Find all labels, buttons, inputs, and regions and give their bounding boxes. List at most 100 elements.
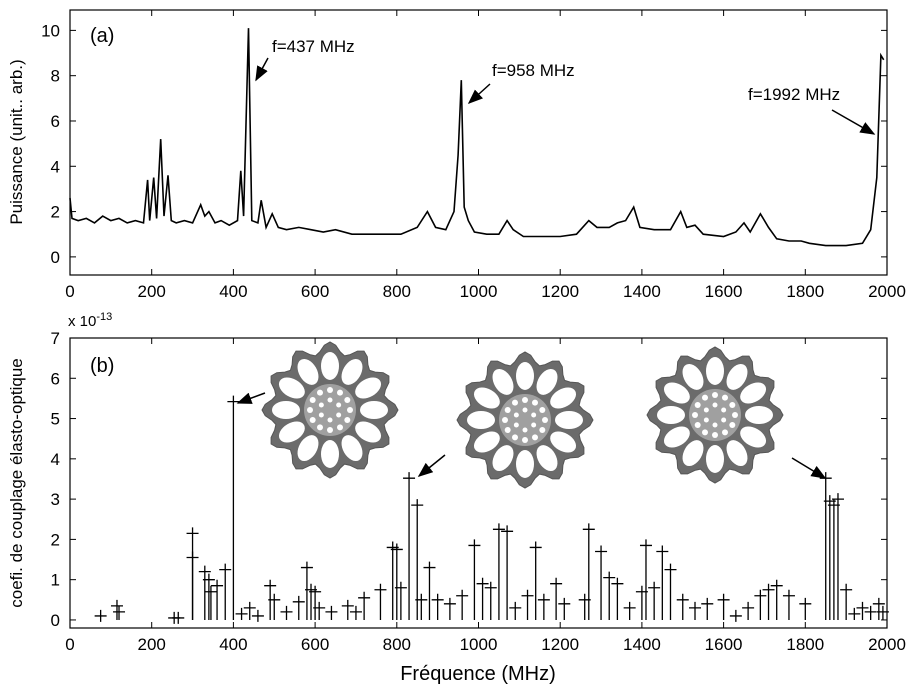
coupling-point xyxy=(782,589,795,620)
coupling-point xyxy=(484,581,497,620)
coupling-point xyxy=(423,561,436,620)
inset-hole xyxy=(721,407,727,413)
inset-hole xyxy=(657,406,685,424)
y-tick-label: 2 xyxy=(51,203,60,222)
inset-hole xyxy=(550,431,577,453)
inset-hole xyxy=(703,417,709,423)
inset-hole xyxy=(473,387,500,409)
inset-hole xyxy=(712,432,718,438)
coupling-point xyxy=(831,493,844,620)
arrow xyxy=(417,454,446,477)
inset-hole xyxy=(682,363,704,390)
coupling-point xyxy=(394,581,407,620)
arrow xyxy=(791,457,827,479)
coupling-point xyxy=(204,585,217,620)
x-tick-label: 200 xyxy=(138,635,166,654)
coupling-point xyxy=(509,601,522,620)
coupling-point xyxy=(689,601,702,620)
coupling-point xyxy=(770,579,783,620)
inset-hole xyxy=(712,402,718,408)
annotation: f=958 MHz xyxy=(492,61,575,80)
inset-hole xyxy=(703,407,709,413)
coupling-point xyxy=(227,395,240,620)
y-tick-label: 4 xyxy=(51,450,60,469)
inset-hole xyxy=(278,421,305,443)
panel-label: (a) xyxy=(90,25,114,47)
inset-hole xyxy=(502,417,508,423)
inset-hole xyxy=(729,422,736,428)
y-tick-label: 6 xyxy=(51,112,60,131)
inset-hole xyxy=(504,427,511,433)
y-tick-label: 10 xyxy=(41,21,60,40)
coupling-point xyxy=(202,573,215,620)
coupling-point xyxy=(358,591,371,620)
x-tick-label: 0 xyxy=(65,282,74,301)
coupling-point xyxy=(235,607,248,620)
x-tick-label: 1000 xyxy=(460,282,498,301)
y-tick-label: 3 xyxy=(51,490,60,509)
coupling-point xyxy=(468,539,481,620)
panel-label: (b) xyxy=(90,355,114,377)
coupling-point xyxy=(325,605,338,620)
x-tick-label: 1800 xyxy=(786,282,824,301)
coupling-point xyxy=(390,543,403,620)
coupling-point xyxy=(537,593,550,620)
inset-hole xyxy=(722,394,728,401)
coupling-point xyxy=(94,609,107,622)
coupling-point xyxy=(754,589,767,620)
coupling-point xyxy=(243,601,256,620)
y-tick-label: 1 xyxy=(51,571,60,590)
power-line xyxy=(69,28,885,247)
plot-frame xyxy=(69,9,888,276)
coupling-point xyxy=(264,579,277,620)
inset-hole xyxy=(327,397,333,403)
y-tick-label: 7 xyxy=(51,329,60,348)
coupling-point xyxy=(558,597,571,620)
inset-hole xyxy=(532,399,538,406)
coupling-point xyxy=(840,583,853,620)
inset-hole xyxy=(347,407,353,413)
coupling-point xyxy=(550,577,563,620)
inset-core xyxy=(499,394,551,446)
x-tick-label: 1400 xyxy=(623,282,661,301)
inset-hole xyxy=(722,429,728,436)
coupling-point xyxy=(611,577,624,620)
inset-hole xyxy=(321,352,339,380)
inset-hole xyxy=(542,417,548,423)
inset-hole xyxy=(550,387,577,409)
y-tick-label: 6 xyxy=(51,369,60,388)
inset-hole xyxy=(531,412,537,418)
annotation: f=437 MHz xyxy=(272,37,355,56)
coupling-point xyxy=(443,597,456,620)
inset-hole xyxy=(341,358,363,385)
coupling-point xyxy=(113,605,126,620)
y-axis-label: coefi. de couplage élasto-optique xyxy=(7,358,26,608)
coupling-point xyxy=(251,609,264,622)
inset-hole xyxy=(536,445,558,472)
inset-hole xyxy=(726,440,748,467)
coupling-point xyxy=(374,583,387,620)
x-tick-label: 400 xyxy=(219,282,247,301)
inset-hole xyxy=(318,402,324,408)
inset-hole xyxy=(532,434,538,441)
inset-hole xyxy=(663,426,690,448)
coupling-point xyxy=(349,605,362,620)
arrow xyxy=(831,109,876,135)
inset-hole xyxy=(721,417,727,423)
inset-hole xyxy=(321,440,339,468)
inset-hole xyxy=(473,431,500,453)
arrow xyxy=(467,83,491,105)
inset-hole xyxy=(307,407,313,413)
inset-hole xyxy=(692,412,698,418)
inset-hole xyxy=(694,422,701,428)
y-tick-label: 8 xyxy=(51,67,60,86)
inset-core xyxy=(304,384,356,436)
coupling-point xyxy=(211,579,224,620)
inset-hole xyxy=(536,368,558,395)
coupling-point xyxy=(701,597,714,620)
coupling-point xyxy=(856,601,869,620)
inset-hole xyxy=(317,424,323,431)
coupling-point xyxy=(799,597,812,620)
inset-hole xyxy=(297,358,319,385)
